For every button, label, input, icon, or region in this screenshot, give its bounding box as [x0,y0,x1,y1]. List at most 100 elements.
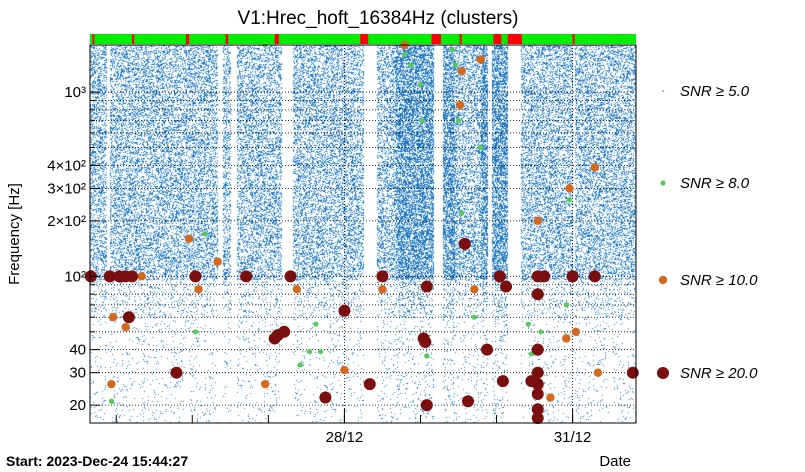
snr-20-0-point [122,311,135,324]
snr-20-0-point [566,270,579,283]
snr-20-0-point [189,270,202,283]
status-bar-bad-segment [431,34,442,44]
snr-10-0-point [562,334,571,343]
y-tick-label: 3×10² [47,180,86,197]
snr-20-0-point [531,288,544,301]
legend-label: SNR ≥ 8.0 [680,175,750,192]
snr-10-0-point [565,184,574,193]
plot-area [90,45,636,423]
snr-8-0-point [313,321,319,327]
snr-8-0-point [566,197,573,203]
snr-8-0-point [297,362,303,368]
snr-20-0-point [420,280,433,293]
snr-10-0-point [470,285,479,294]
snr-20-0-point [103,270,116,283]
x-tick-label: 28/12 [326,429,364,446]
snr-20-0-point [458,237,471,250]
status-bar-bad-segment [493,34,502,44]
snr-20-0-point [626,366,639,379]
snr-8-0-point [192,329,199,335]
snr-20-0-point [420,399,433,412]
snr-8-0-point [417,81,424,88]
snr-8-0-point [525,321,531,327]
status-bar-bad-segment [507,34,522,44]
legend-label: SNR ≥ 5.0 [680,83,750,100]
snr-10-0-point [137,272,146,281]
snr-20-0-point [319,391,332,404]
snr-10-0-point [292,285,302,294]
y-tick-label: 2×10² [47,213,86,230]
y-tick-label: 30 [69,365,86,382]
y-tick-label: 20 [69,397,86,414]
y-tick-label: 40 [69,342,86,359]
snr-20-0-point [462,395,475,408]
snr-10-0-point [593,368,603,377]
snr-8-0-point [538,329,544,335]
y-axis-ticks: 20 30 40 10² 2×10² 3×10² 4×10² 10³ [47,84,100,414]
legend-label: SNR ≥ 10.0 [680,272,758,289]
snr-8-0-point [408,62,414,68]
snr-8-0-point [459,210,465,216]
snr-10-0-point [571,327,580,337]
snr-20-0-point [240,270,253,283]
legend-marker [657,367,669,379]
snr-10-0-point [107,379,116,389]
y-tick-label: 10³ [64,84,86,101]
snr-20-0-point [363,378,376,391]
y-axis-label: Frequency [Hz] [6,183,23,285]
grid-lines [90,45,636,423]
snr-10-0-point [340,365,349,375]
snr-20-0-point [496,375,509,388]
snr-20-0-point [338,304,351,317]
snr-10-0-point [457,66,466,76]
snr-10-0-point [108,313,118,322]
legend-label: SNR ≥ 20.0 [680,365,758,382]
snr-20-0-point [284,270,297,283]
snr-8-0-point [455,117,462,124]
snr-8-0-point [449,46,455,53]
snr-10-0-point [184,234,194,243]
status-bar-bad-segment [360,34,369,44]
x-axis-label: Date [599,453,631,470]
data-marks [84,40,639,425]
legend-marker [660,180,666,186]
snr-20-0-point [531,378,544,391]
status-bar-bad-segment [459,34,462,44]
snr-20-0-point [588,270,601,283]
snr-20-0-point [481,343,494,356]
snr-8-0-point [563,302,569,308]
snr-20-0-point [126,270,139,283]
status-bar-bad-segment [274,34,279,44]
snr-10-0-point [546,393,555,402]
plot-frame [89,44,637,424]
snr-20-0-point [419,336,432,349]
snr-10-0-point [455,100,465,110]
snr-8-0-point [108,398,115,404]
snr-20-0-point [531,343,544,356]
x-tick-label: 31/12 [554,429,592,446]
snr-20-0-point [170,366,183,379]
snr-10-0-point [213,257,222,266]
snr-10-0-point [476,55,485,64]
snr-20-0-point [493,270,506,283]
snr-10-0-point [378,285,387,294]
y-tick-label: 4×10² [47,157,86,174]
y-tick-label: 10² [64,268,86,285]
snr-8-0-point [424,353,430,359]
snr-8-0-point [306,349,313,355]
snr-20-0-point [376,270,389,283]
status-bar-bad-segment [92,34,95,44]
snr-8-0-point [452,62,458,68]
status-bar-bad-segment [572,34,575,44]
legend-marker [662,90,664,92]
snr-20-0-point [278,325,291,338]
snr-10-0-point [121,322,130,332]
snr-20-0-point [500,280,513,293]
x-axis-ticks: 28/12 31/12 [115,409,592,446]
snr-10-0-point [590,163,599,172]
snr-20-0-point [531,366,544,379]
start-time-footer: Start: 2023-Dec-24 15:44:27 [6,453,188,469]
snr-20-0-point [531,403,544,416]
snr-5-cloud [90,45,636,423]
